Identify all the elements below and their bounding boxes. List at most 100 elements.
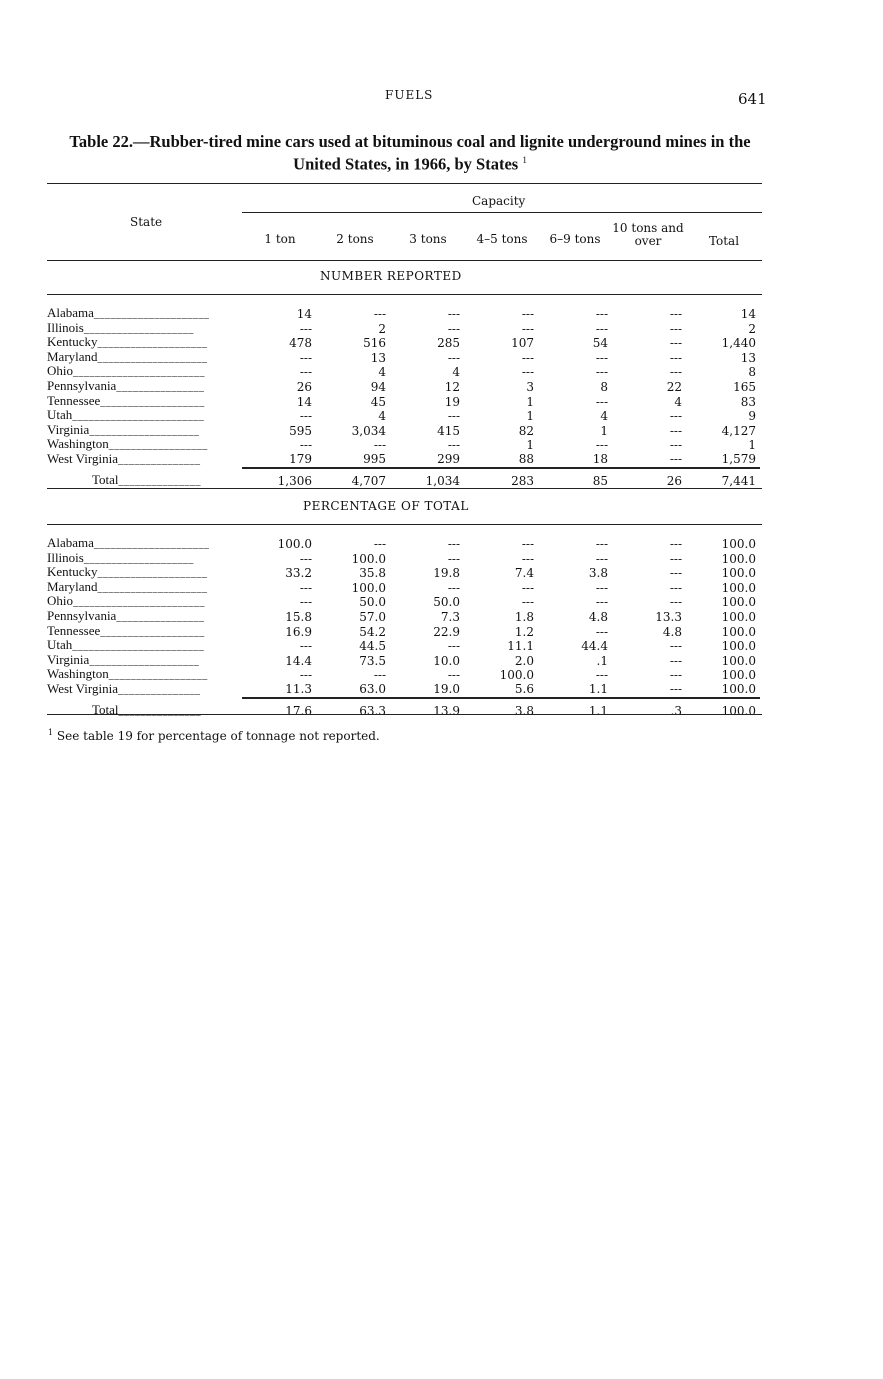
cell-2tons: 995 bbox=[363, 452, 386, 467]
state-cell: Utah________________________ bbox=[47, 637, 242, 654]
cell-3tons: 12 bbox=[444, 379, 460, 394]
cell-3tons: 1,034 bbox=[390, 466, 464, 489]
state-name: Utah bbox=[47, 637, 73, 653]
cell-4-5tons: --- bbox=[521, 551, 534, 566]
table-row: Maryland____________________ --- 13 --- --- -… bbox=[47, 350, 760, 366]
cell-4-5tons: 7.4 bbox=[514, 566, 534, 581]
cell-2tons: 35.8 bbox=[359, 566, 386, 581]
cell-10tons-over: --- bbox=[669, 551, 682, 566]
state-name: Utah bbox=[47, 407, 73, 423]
leader-dots: ________________ bbox=[116, 611, 205, 623]
cell-2tons: 2 bbox=[378, 321, 386, 336]
table-row: Tennessee___________________ 14 45 19 1 --- 4 8… bbox=[47, 394, 760, 410]
state-name: Maryland bbox=[47, 578, 98, 594]
cell-6-9tons: 1 bbox=[600, 423, 608, 438]
cell-2tons: 44.5 bbox=[359, 639, 386, 654]
cell-6-9tons: --- bbox=[595, 350, 608, 365]
cell-1ton: --- bbox=[299, 321, 312, 336]
cell-2tons: 50.0 bbox=[359, 595, 386, 610]
leader-dots: ________________________ bbox=[72, 641, 205, 653]
state-cell: Tennessee___________________ bbox=[47, 622, 242, 640]
cell-4-5tons: --- bbox=[521, 537, 534, 551]
state-name: Tennessee bbox=[47, 622, 101, 638]
table-row: Washington__________________ --- --- --- 100… bbox=[47, 667, 760, 683]
state-cell: Maryland____________________ bbox=[47, 350, 242, 366]
cell-4-5tons: 3 bbox=[526, 379, 534, 394]
table-row: Tennessee___________________ 16.9 54.2 22.9… bbox=[47, 622, 760, 640]
cell-6-9tons: --- bbox=[595, 394, 608, 409]
state-cell: Illinois____________________ bbox=[47, 321, 242, 337]
cell-6-9tons: --- bbox=[595, 580, 608, 595]
table-row: Illinois____________________ --- 100.0 --- -… bbox=[47, 551, 760, 567]
cell-1ton: --- bbox=[299, 350, 312, 365]
cell-1ton: --- bbox=[299, 639, 312, 654]
state-name: Pennsylvania bbox=[47, 607, 117, 623]
cell-4-5tons: 82 bbox=[518, 423, 534, 438]
cell-6-9tons: --- bbox=[595, 668, 608, 683]
cell-6-9tons: --- bbox=[595, 438, 608, 453]
state-name: Virginia bbox=[47, 651, 90, 667]
cell-1ton: 33.2 bbox=[285, 566, 312, 581]
table-row: Utah________________________ --- 4 --- 1 4 ---… bbox=[47, 407, 760, 424]
cell-2tons: 100.0 bbox=[351, 551, 386, 566]
cell-6-9tons: --- bbox=[595, 321, 608, 336]
leader-dots: __________________ bbox=[108, 670, 208, 682]
cell-1ton: --- bbox=[299, 365, 312, 380]
cell-2tons: 63.3 bbox=[316, 696, 390, 719]
cell-total: 100.0 bbox=[721, 668, 756, 683]
cell-total: 9 bbox=[748, 409, 756, 424]
cell-4-5tons: 100.0 bbox=[499, 668, 534, 683]
leader-dots: ____________________ bbox=[97, 582, 208, 594]
section-rule bbox=[47, 488, 762, 489]
cell-6-9tons: 44.4 bbox=[581, 639, 608, 654]
cell-2tons: 57.0 bbox=[359, 609, 386, 624]
cell-10tons-over: --- bbox=[669, 653, 682, 668]
cell-10tons-over: --- bbox=[669, 438, 682, 453]
cell-10tons-over: --- bbox=[669, 639, 682, 654]
cell-6-9tons: 1.1 bbox=[588, 682, 608, 697]
cell-10tons-over: --- bbox=[669, 537, 682, 551]
leader-dots: ___________________ bbox=[100, 396, 205, 408]
leader-dots: __________________ bbox=[108, 440, 208, 452]
cell-10tons-over: 4.8 bbox=[662, 624, 682, 639]
col-header-capacity: Capacity bbox=[472, 194, 526, 208]
state-cell: Illinois____________________ bbox=[47, 551, 242, 567]
cell-3tons: 19.0 bbox=[433, 682, 460, 697]
cell-10tons-over: --- bbox=[669, 423, 682, 438]
leader-dots: _______________ bbox=[118, 705, 202, 717]
cell-total: 14 bbox=[740, 307, 756, 321]
page-number: 641 bbox=[738, 90, 767, 108]
cell-2tons: 13 bbox=[370, 350, 386, 365]
leader-dots: ________________________ bbox=[73, 367, 205, 379]
col-header-2tons: 2 tons bbox=[336, 232, 374, 246]
state-name: Washington bbox=[47, 436, 109, 452]
cell-total: 2 bbox=[748, 321, 756, 336]
header-rule bbox=[47, 260, 762, 261]
cell-4-5tons: 5.6 bbox=[514, 682, 534, 697]
table-row: Pennsylvania________________ 26 94 12 3 8 22 16… bbox=[47, 379, 760, 395]
cell-3tons: --- bbox=[447, 307, 460, 321]
cell-4-5tons: --- bbox=[521, 595, 534, 610]
state-cell: West Virginia_______________ bbox=[47, 682, 242, 698]
cell-total: 1 bbox=[748, 438, 756, 453]
cell-2tons: 516 bbox=[363, 336, 386, 351]
cell-3tons: --- bbox=[447, 438, 460, 453]
leader-dots: ____________________ bbox=[97, 338, 208, 350]
cell-10tons-over: --- bbox=[669, 321, 682, 336]
percentage-table: Alabama_____________________ 100.0 --- --- -… bbox=[47, 536, 760, 719]
state-cell: Ohio________________________ bbox=[47, 364, 242, 380]
section-rule bbox=[47, 524, 762, 525]
cell-6-9tons: 1.1 bbox=[538, 696, 612, 719]
table-row: Alabama_____________________ 14 --- --- --- -… bbox=[47, 306, 760, 322]
cell-1ton: --- bbox=[299, 551, 312, 566]
state-cell: Alabama_____________________ bbox=[47, 536, 242, 552]
cell-4-5tons: 88 bbox=[518, 452, 534, 467]
cell-2tons: 54.2 bbox=[359, 624, 386, 639]
cell-6-9tons: 4 bbox=[600, 409, 608, 424]
cell-1ton: --- bbox=[299, 668, 312, 683]
cell-2tons: 3,034 bbox=[351, 423, 386, 438]
state-cell: Maryland____________________ bbox=[47, 578, 242, 596]
table-row: Maryland____________________ --- 100.0 --- -… bbox=[47, 578, 760, 596]
cell-2tons: --- bbox=[373, 307, 386, 321]
